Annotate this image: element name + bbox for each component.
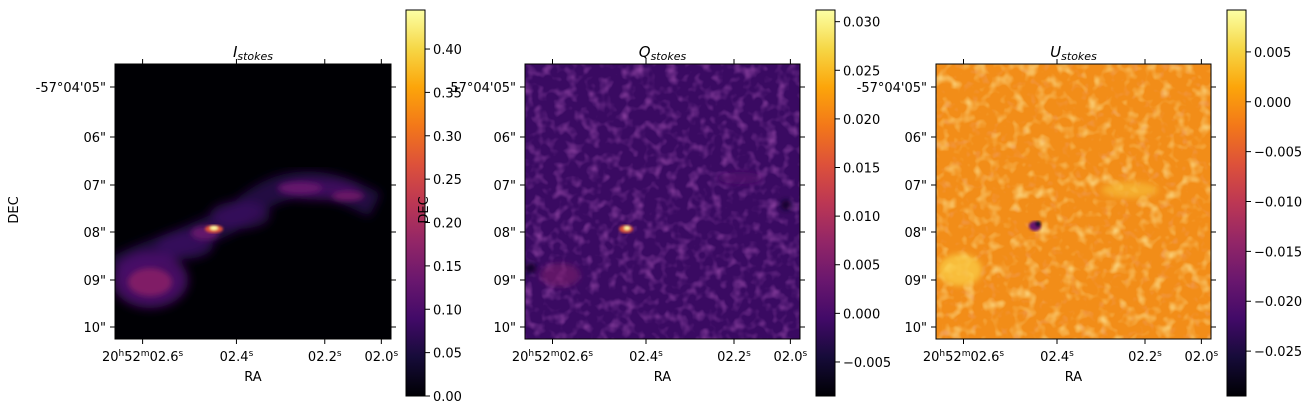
y-tick-label: 09" — [493, 274, 516, 289]
colorbar-tick-label: 0.20 — [433, 217, 462, 232]
y-tick-label: 09" — [904, 274, 927, 289]
colorbar: −0.025 −0.020 −0.015 −0.010 −0.005 0.000 0.005 — [1226, 9, 1302, 397]
x-axis-label: RA — [1065, 370, 1083, 385]
x-tick-label: 02.0s — [1185, 349, 1219, 365]
x-tick-label: 02.4s — [220, 349, 254, 365]
q-stokes-image — [525, 64, 800, 339]
colorbar: −0.005 0.000 0.005 0.010 0.015 0.020 0.025 0.03… — [815, 9, 891, 397]
panel-2: Qstokes 20h52m02.6s 02.4s 02.2s 02.0s -57°04'… — [417, 9, 891, 397]
x-tick-label: 02.4s — [629, 349, 663, 365]
colorbar-tick-label: 0.005 — [843, 259, 880, 274]
y-axis-label: DEC — [7, 196, 22, 223]
colorbar-tick-label: −0.015 — [1254, 245, 1302, 260]
u-stokes-image — [936, 64, 1211, 339]
colorbar-tick-label: 0.40 — [433, 43, 462, 58]
colorbar: 0.00 0.05 0.10 0.15 0.20 0.25 0.30 0.35 0.40 — [405, 9, 462, 405]
colorbar-tick-label: 0.25 — [433, 173, 462, 188]
x-tick-label: 20h52m02.6s — [923, 349, 1005, 365]
y-tick-label: 06" — [493, 131, 516, 146]
i-stokes-image — [115, 64, 391, 339]
colorbar-tick-label: 0.35 — [433, 86, 462, 101]
y-tick-label: 10" — [904, 321, 927, 336]
y-tick-label: 08" — [83, 226, 106, 241]
colorbar-tick-label: 0.020 — [843, 113, 880, 128]
y-tick-label: 08" — [904, 226, 927, 241]
y-tick-label: 06" — [83, 131, 106, 146]
colorbar-tick-label: 0.010 — [843, 210, 880, 225]
y-tick-label: 07" — [83, 179, 106, 194]
x-tick-label: 02.0s — [365, 349, 399, 365]
colorbar-gradient — [815, 9, 836, 397]
colorbar-gradient — [1226, 9, 1247, 397]
y-tick-label: -57°04'05" — [36, 81, 106, 96]
y-tick-label: 10" — [493, 321, 516, 336]
x-axis-label: RA — [654, 370, 672, 385]
colorbar-tick-label: 0.000 — [1254, 96, 1291, 111]
colorbar-tick-label: 0.00 — [433, 390, 462, 405]
y-tick-label: 09" — [83, 274, 106, 289]
colorbar-tick-label: 0.030 — [843, 16, 880, 31]
axes-frame — [935, 63, 1212, 340]
colorbar-tick-label: 0.005 — [1254, 46, 1291, 61]
x-tick-label: 02.0s — [774, 349, 808, 365]
axes-frame — [524, 63, 801, 340]
y-tick-label: 06" — [904, 131, 927, 146]
colorbar-tick-label: −0.020 — [1254, 295, 1302, 310]
colorbar-tick-label: 0.30 — [433, 130, 462, 145]
colorbar-gradient — [405, 9, 426, 397]
x-tick-label: 20h52m02.6s — [512, 349, 594, 365]
colorbar-tick-label: −0.005 — [843, 356, 891, 371]
colorbar-tick-label: 0.025 — [843, 64, 880, 79]
colorbar-tick-label: 0.05 — [433, 347, 462, 362]
y-tick-label: 07" — [904, 179, 927, 194]
y-tick-label: 10" — [83, 321, 106, 336]
x-tick-label: 02.4s — [1040, 349, 1074, 365]
y-tick-label: -57°04'05" — [857, 81, 927, 96]
colorbar-tick-label: −0.005 — [1254, 146, 1302, 161]
panel-1: Istokes 20h52m02.6s 02.4s 02.2s 02.0s -57°04'… — [7, 9, 462, 405]
colorbar-tick-label: 0.10 — [433, 303, 462, 318]
colorbar-tick-label: −0.010 — [1254, 196, 1302, 211]
panel-title: Qstokes — [639, 43, 687, 63]
x-axis-label: RA — [244, 370, 262, 385]
colorbar-tick-label: 0.015 — [843, 162, 880, 177]
x-tick-label: 02.2s — [1128, 349, 1162, 365]
colorbar-tick-label: −0.025 — [1254, 345, 1302, 360]
y-tick-label: 08" — [493, 226, 516, 241]
y-axis-label: DEC — [417, 196, 432, 223]
y-tick-label: 07" — [493, 179, 516, 194]
panel-title: Istokes — [233, 43, 273, 63]
colorbar-tick-label: 0.15 — [433, 260, 462, 275]
panel-3: Ustokes 20h52m02.6s 02.4s 02.2s 02.0s -57°04'… — [857, 9, 1302, 397]
x-tick-label: 20h52m02.6s — [102, 349, 184, 365]
x-tick-label: 02.2s — [717, 349, 751, 365]
y-tick-label: -57°04'05" — [446, 81, 516, 96]
colorbar-tick-label: 0.000 — [843, 307, 880, 322]
panel-title: Ustokes — [1050, 43, 1097, 63]
x-tick-label: 02.2s — [308, 349, 342, 365]
axes-frame — [114, 63, 392, 340]
